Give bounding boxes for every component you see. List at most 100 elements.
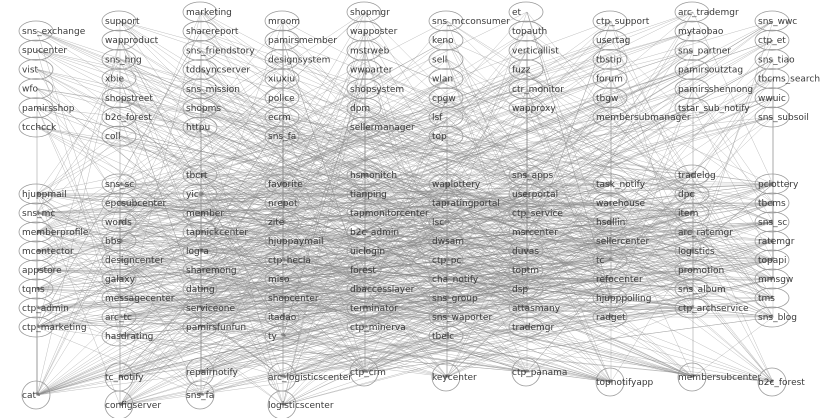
graph-node[interactable]: sharereport (182, 20, 239, 42)
graph-node[interactable]: repairnotify (185, 357, 239, 387)
graph-node[interactable]: msrcenter (508, 221, 558, 243)
graph-node[interactable]: sns_partner (674, 40, 731, 61)
graph-node[interactable]: ctp_admin (18, 297, 69, 319)
graph-node[interactable]: miso (264, 268, 300, 290)
graph-node[interactable]: refocenter (592, 268, 643, 290)
graph-node[interactable]: topnotifyapp (595, 367, 654, 397)
graph-node[interactable]: sns_group (428, 287, 478, 309)
graph-node[interactable]: top (428, 125, 464, 147)
graph-node[interactable]: pamirsoutztag (674, 59, 743, 80)
graph-node[interactable]: shopmgr (346, 1, 390, 23)
graph-node[interactable]: uiclogin (346, 240, 385, 262)
graph-node[interactable]: galaxy (101, 268, 137, 290)
graph-node[interactable]: membersubmanager (592, 106, 691, 128)
graph-node[interactable]: logistics (674, 240, 715, 262)
graph-node[interactable]: keno (428, 29, 464, 51)
graph-node[interactable]: pamirsmember (264, 29, 337, 51)
graph-node[interactable]: tapnickcenter (182, 221, 248, 243)
graph-node[interactable]: designsystem (264, 49, 330, 70)
graph-node[interactable]: et (508, 1, 544, 23)
graph-node[interactable]: sns_exchange (18, 20, 86, 42)
graph-node[interactable]: sns_sc (754, 211, 790, 233)
graph-node[interactable]: trademgr (508, 316, 554, 338)
graph-node[interactable]: tapmonitorcenter (346, 202, 429, 224)
graph-node[interactable]: forum (592, 68, 628, 89)
graph-node[interactable]: favorite (264, 173, 303, 195)
graph-node[interactable]: tbcms_search (754, 68, 820, 89)
graph-node[interactable]: pamirsshennong (674, 78, 753, 100)
graph-node[interactable]: tbcrt (182, 164, 218, 186)
graph-node[interactable]: verticallist (508, 40, 559, 61)
graph-node[interactable]: ctp_crm (349, 357, 386, 387)
graph-node[interactable]: bbs (101, 230, 137, 252)
graph-node[interactable]: dbaccesslayer (346, 278, 415, 300)
graph-node[interactable]: sns_friendstory (182, 40, 255, 61)
graph-node[interactable]: dpc (674, 183, 710, 205)
graph-node[interactable]: sellercenter (592, 230, 650, 252)
graph-node[interactable]: sns_tiao (754, 49, 795, 70)
graph-node[interactable]: b2c_admin (346, 221, 399, 243)
graph-node[interactable]: vist (18, 59, 54, 80)
graph-node[interactable]: xiuxiu (264, 68, 300, 89)
graph-node[interactable]: police (264, 87, 300, 109)
graph-node[interactable]: lsf (428, 106, 464, 128)
graph-node[interactable]: shopstreet (101, 87, 153, 109)
graph-node[interactable]: tstar_sub_notify (674, 97, 750, 119)
graph-node[interactable]: tqms (18, 278, 54, 300)
graph-node[interactable]: spucenter (18, 39, 67, 61)
graph-node[interactable]: hjupppolling (592, 287, 651, 309)
graph-node[interactable]: sns_fa (264, 125, 300, 147)
graph-node[interactable]: attasmany (508, 297, 561, 319)
graph-node[interactable]: sharemong (182, 259, 237, 281)
graph-node[interactable]: memberprofile (18, 221, 89, 243)
graph-node[interactable]: words (101, 211, 137, 233)
graph-node[interactable]: userportal (508, 183, 558, 205)
graph-node[interactable]: coll (101, 125, 137, 147)
graph-node[interactable]: tms (754, 287, 790, 309)
graph-node[interactable]: ctp_archservice (674, 297, 749, 319)
graph-node[interactable]: cat (21, 380, 51, 410)
graph-node[interactable]: dpm (346, 97, 382, 119)
graph-node[interactable]: httpu (182, 116, 218, 138)
graph-node[interactable]: nrepot (264, 192, 300, 214)
graph-node[interactable]: shopms (182, 97, 221, 119)
graph-node[interactable]: sns_waporter (428, 306, 492, 328)
graph-node[interactable]: mmsgw (754, 268, 793, 290)
graph-node[interactable]: hjuppaymail (264, 230, 323, 252)
graph-node[interactable]: ctp_pc (428, 249, 464, 271)
graph-node[interactable]: warehouse (592, 192, 646, 214)
graph-node[interactable]: ctp_support (592, 10, 650, 32)
graph-node[interactable]: wlan (428, 68, 464, 89)
graph-node[interactable]: fuzz (508, 59, 544, 80)
graph-node[interactable]: mstrweb (346, 40, 390, 61)
graph-node[interactable]: hsdllin (592, 211, 628, 233)
graph-node[interactable]: tbstip (592, 49, 628, 70)
graph-node[interactable]: tapratingportal (428, 192, 500, 214)
graph-node[interactable]: mytaobao (674, 20, 724, 42)
graph-node[interactable]: sell (428, 49, 464, 70)
graph-node[interactable]: epcsubcenter (101, 192, 167, 214)
graph-node[interactable]: radget (592, 306, 628, 328)
graph-node[interactable]: sns_fa (185, 380, 215, 410)
graph-node[interactable]: sns_hng (101, 49, 142, 70)
graph-node[interactable]: ctp_et (754, 29, 790, 51)
graph-node[interactable]: duvas (508, 240, 544, 262)
graph-node[interactable]: sns_sc (101, 173, 137, 195)
graph-node[interactable]: ty (264, 325, 300, 347)
graph-node[interactable]: support (101, 10, 140, 32)
graph-node[interactable]: itadao (264, 306, 300, 328)
graph-node[interactable]: wfo (18, 78, 54, 99)
graph-node[interactable]: ctp_minerva (346, 316, 406, 338)
graph-node[interactable]: sns_apps (508, 164, 554, 186)
graph-node[interactable]: membersubcenter (677, 362, 761, 392)
graph-node[interactable]: tcchcck (18, 116, 57, 138)
graph-node[interactable]: toptm (508, 259, 544, 281)
graph-node[interactable]: ctp_panama (511, 357, 567, 387)
graph-node[interactable]: wwparter (346, 59, 393, 80)
graph-node[interactable]: arc_tc (101, 306, 137, 328)
graph-node[interactable]: messagecenter (101, 287, 175, 309)
graph-node[interactable]: tbelc (428, 325, 464, 347)
graph-node[interactable]: cha_notify (428, 268, 479, 290)
graph-node[interactable]: lsc (428, 211, 464, 233)
graph-node[interactable]: marketing (182, 1, 232, 23)
